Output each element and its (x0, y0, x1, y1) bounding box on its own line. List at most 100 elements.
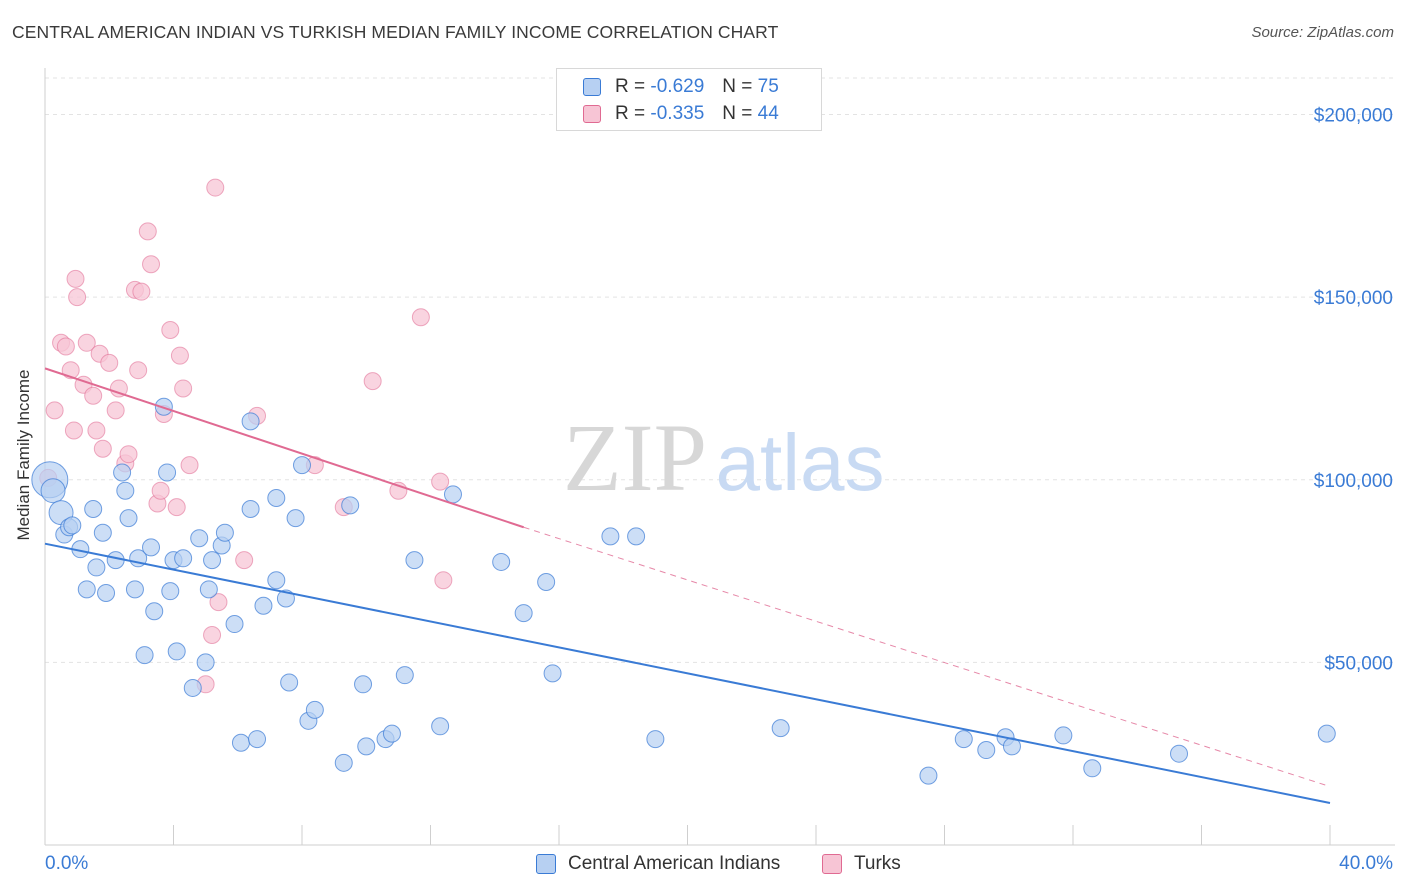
data-point-central-american-indians (84, 499, 103, 518)
x-tick-label: 0.0% (45, 853, 88, 874)
data-point-turks (167, 498, 186, 517)
data-point-central-american-indians (113, 463, 132, 482)
legend-item-central-american-indians[interactable]: Central American Indians (536, 852, 780, 876)
data-point-turks (87, 421, 106, 440)
y-tick-label: $100,000 (1314, 471, 1393, 492)
data-point-central-american-indians (196, 653, 215, 672)
series-turks (39, 178, 453, 694)
stats-row-blue: R = -0.629 N = 75 (583, 75, 779, 99)
data-point-central-american-indians (276, 589, 295, 608)
data-point-turks (174, 379, 193, 398)
legend-swatch-pink (822, 854, 842, 874)
data-point-turks (64, 421, 83, 440)
data-point-turks (209, 593, 228, 612)
data-point-central-american-indians (167, 642, 186, 661)
y-tick-label: $50,000 (1324, 653, 1393, 674)
data-point-central-american-indians (771, 719, 790, 738)
data-point-turks (109, 379, 128, 398)
data-point-central-american-indians (280, 673, 299, 692)
data-point-central-american-indians (203, 551, 222, 570)
x-tick-label: 40.0% (1339, 853, 1393, 874)
data-point-central-american-indians (97, 583, 116, 602)
r-value: -0.629 (650, 76, 705, 97)
data-point-turks (45, 401, 64, 420)
series-central-american-indians (31, 397, 1336, 785)
data-point-turks (106, 401, 125, 420)
n-value: 44 (757, 103, 779, 124)
data-point-central-american-indians (225, 615, 244, 634)
r-label: R = (615, 76, 646, 97)
data-point-turks (93, 439, 112, 458)
data-point-turks (77, 333, 96, 352)
data-point-central-american-indians (1083, 759, 1102, 778)
data-point-turks (142, 255, 161, 274)
data-point-turks (170, 346, 189, 365)
data-point-central-american-indians (646, 730, 665, 749)
data-point-central-american-indians (443, 485, 462, 504)
data-point-turks (203, 625, 222, 644)
data-point-central-american-indians (116, 481, 135, 500)
watermark-zip: ZIP (563, 404, 707, 511)
data-point-central-american-indians (395, 666, 414, 685)
data-point-turks (100, 353, 119, 372)
data-point-turks (119, 445, 138, 464)
legend-swatch-blue (536, 854, 556, 874)
data-point-turks (132, 282, 151, 301)
data-point-turks (431, 472, 450, 491)
stats-legend: R = -0.629 N = 75 R = -0.335 N = 44 (556, 68, 822, 131)
data-point-central-american-indians (241, 412, 260, 431)
data-point-turks (84, 386, 103, 405)
data-point-central-american-indians (241, 499, 260, 518)
data-point-central-american-indians (254, 596, 273, 615)
data-point-turks (235, 551, 254, 570)
data-point-central-american-indians (919, 766, 938, 785)
trend-line-pink (44, 367, 524, 529)
data-point-central-american-indians (354, 675, 373, 694)
data-point-turks (68, 288, 87, 307)
data-point-turks (161, 321, 180, 340)
r-label: R = (615, 103, 646, 124)
data-point-central-american-indians (305, 700, 324, 719)
data-point-central-american-indians (199, 580, 218, 599)
chart-title: CENTRAL AMERICAN INDIAN VS TURKISH MEDIA… (12, 22, 779, 42)
data-point-central-american-indians (215, 523, 234, 542)
legend-label: Turks (854, 853, 901, 874)
data-point-central-american-indians (145, 602, 164, 621)
data-point-central-american-indians (286, 509, 305, 528)
data-point-central-american-indians (190, 529, 209, 548)
data-point-central-american-indians (231, 733, 250, 752)
data-point-central-american-indians (267, 571, 286, 590)
y-tick-label: $200,000 (1314, 106, 1393, 127)
data-point-central-american-indians (1170, 744, 1189, 763)
data-point-central-american-indians (161, 582, 180, 601)
data-point-central-american-indians (382, 724, 401, 743)
legend-item-turks[interactable]: Turks (822, 852, 901, 876)
data-point-central-american-indians (77, 580, 96, 599)
data-point-central-american-indians (514, 604, 533, 623)
data-point-turks (180, 456, 199, 475)
data-point-turks (363, 372, 382, 391)
n-value: 75 (757, 76, 779, 97)
trend-line-blue (44, 542, 1331, 804)
data-point-turks (56, 337, 75, 356)
data-point-central-american-indians (543, 664, 562, 683)
data-point-central-american-indians (125, 580, 144, 599)
y-axis-label-wrap: Median Family Income (14, 369, 34, 540)
data-point-central-american-indians (492, 552, 511, 571)
tick-labels: $50,000 $100,000 $150,000 $200,000 0.0% 40.0% (45, 106, 1393, 874)
watermark-atlas: atlas (716, 418, 885, 507)
data-point-turks (66, 269, 85, 288)
data-point-central-american-indians (87, 558, 106, 577)
axes (44, 68, 1395, 846)
data-point-central-american-indians (627, 527, 646, 546)
trend-lines (44, 367, 1331, 804)
data-point-central-american-indians (183, 678, 202, 697)
blue-swatch (583, 78, 601, 96)
data-point-central-american-indians (174, 549, 193, 568)
data-point-central-american-indians (977, 741, 996, 760)
data-point-turks (129, 361, 148, 380)
trend-line-pink-extension (523, 526, 1331, 788)
data-point-central-american-indians (142, 538, 161, 557)
data-point-central-american-indians (341, 496, 360, 515)
